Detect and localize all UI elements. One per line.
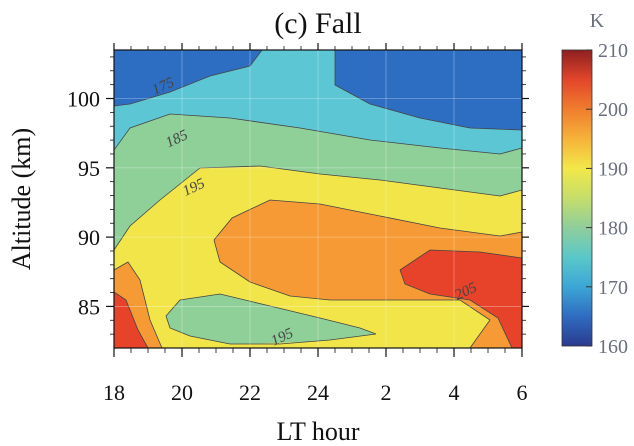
contour-line-175-left [114,50,263,107]
y-tick-label: 85 [78,294,100,319]
contour-line-205 [399,269,513,348]
colorbar-tick-label: 170 [598,277,628,299]
chart-title: (c) Fall [274,7,361,40]
y-tick-label: 95 [78,156,100,181]
contour-line-195-lower [213,239,491,348]
x-tick-label: 24 [307,380,329,405]
colorbar-tick-label: 200 [598,99,628,121]
region-dark-blue-left [114,50,262,106]
x-tick-label: 2 [381,380,392,405]
grid-lines [114,50,522,348]
x-tick-label: 4 [449,380,460,405]
y-axis-ticks: 85 90 95 100 [67,56,529,335]
colorbar-tick-label: 190 [598,158,628,180]
contour-line-190 [114,165,522,251]
region-red-left [114,292,148,348]
region-dark-blue-right [335,50,522,130]
x-tick-label: 20 [171,380,193,405]
x-axis-ticks: 18 20 22 24 2 4 6 [103,43,528,405]
contour-line-left-orange [114,261,163,348]
region-red-right [400,250,522,348]
region-green-lower [166,294,376,344]
y-tick-label: 90 [78,225,100,250]
colorbar-tick-label: 160 [598,336,628,358]
region-orange [214,200,522,348]
x-tick-label: 6 [517,380,528,405]
contour-line-195 [213,199,522,241]
y-axis-label: Altitude (km) [7,128,36,270]
x-tick-label: 22 [239,380,261,405]
region-yellow-floor [228,342,340,348]
plot-area [114,50,522,348]
colorbar-unit: K [590,10,605,32]
x-tick-label: 18 [103,380,125,405]
colorbar-ticks: 160 170 180 190 200 210 [586,40,628,358]
y-tick-label: 100 [67,87,100,112]
x-axis-label: LT hour [276,417,359,446]
contour-line-175-right [334,50,522,131]
colorbar-tick-label: 180 [598,218,628,240]
colorbar [561,49,593,347]
colorbar-tick-label: 210 [598,40,628,62]
contour-line-left-red [114,291,149,348]
contour-line-island [165,293,377,345]
contour-line-185 [114,113,522,155]
contour-line-200 [399,249,522,271]
